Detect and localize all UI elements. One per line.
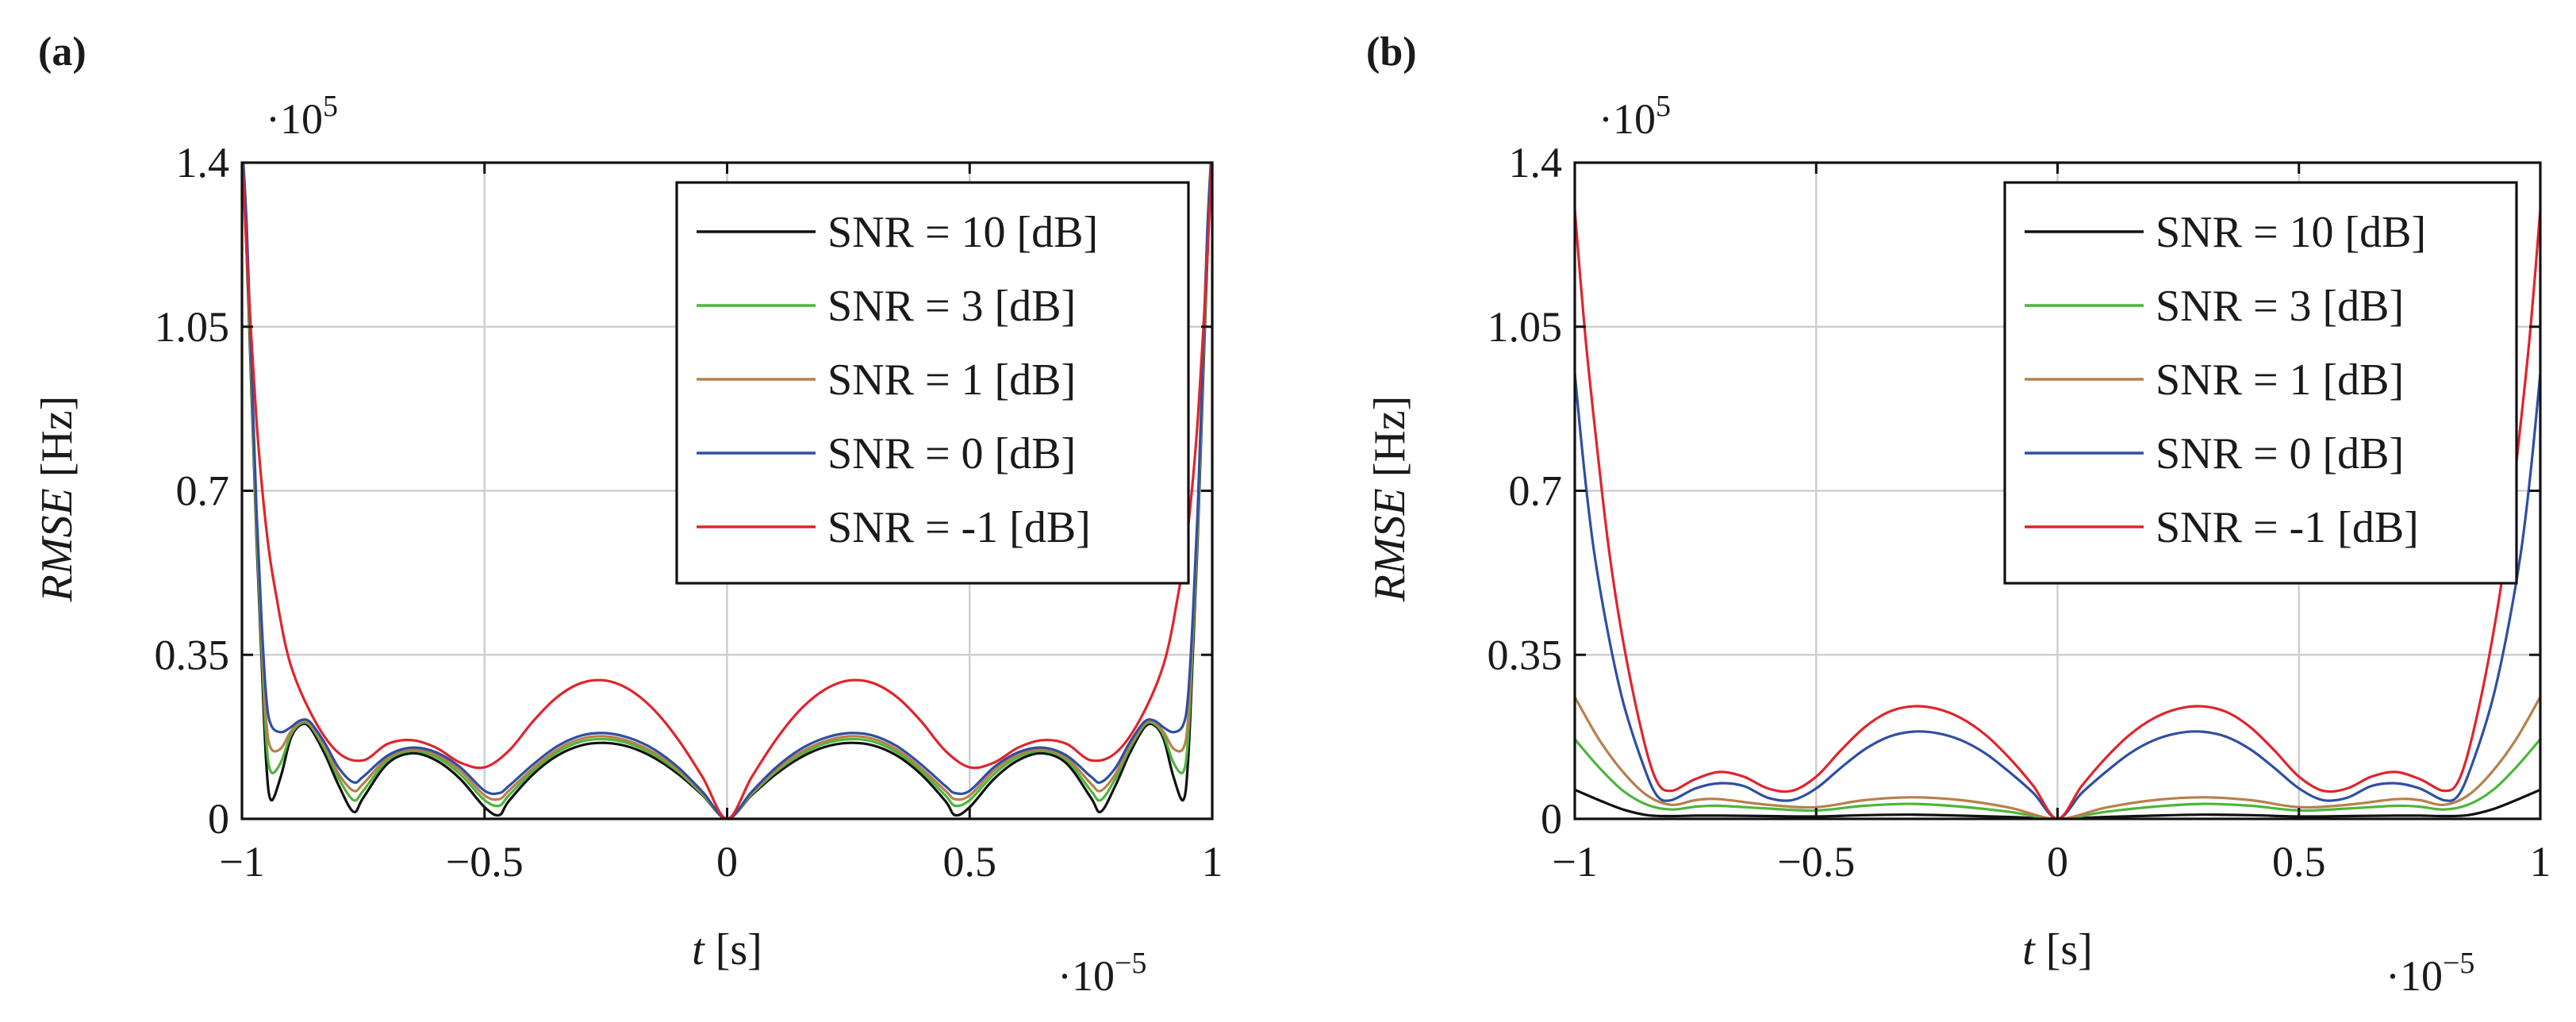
legend-entry: SNR = 1 [dB]	[2156, 355, 2404, 405]
x-tick-label: 0.5	[2272, 838, 2326, 886]
y-axis-label: RMSE [Hz]	[1365, 396, 1415, 603]
x-tick-label: −0.5	[446, 838, 524, 886]
series-line-snr1	[1575, 696, 2540, 819]
y-axis-label: RMSE [Hz]	[33, 396, 82, 603]
chart-panel-b: (b) −1 −0.5 0 0.5 1 0 0.35 0.7 1.05 1.4 ·105 ·10−5 t …	[1365, 29, 2551, 1000]
y-scale-multiplier: ·105	[266, 90, 338, 143]
legend-entry: SNR = 3 [dB]	[827, 282, 1076, 331]
x-tick-label: −0.5	[1777, 838, 1855, 886]
series-line-snr1	[242, 163, 1212, 819]
y-tick-label: 0	[1541, 795, 1562, 843]
y-tick-label: 1.05	[1488, 303, 1563, 351]
y-tick-label: 0	[208, 795, 229, 843]
series-line-snr0	[1575, 373, 2540, 819]
x-tick-label: −1	[219, 838, 264, 886]
series-line-snr0	[242, 163, 1212, 819]
x-tick-label: −1	[1552, 838, 1597, 886]
legend-entry: SNR = -1 [dB]	[2156, 503, 2419, 552]
y-tick-label: 0.7	[176, 467, 230, 515]
panel-label: (b)	[1366, 29, 1417, 75]
chart-panel-a: (a) −1 −0.5 0 0.5 1 0 0.35 0.7 1.05 1.4 ·105 ·10−5 t …	[33, 29, 1223, 1000]
legend: SNR = 10 [dB] SNR = 3 [dB] SNR = 1 [dB] SNR…	[675, 181, 1190, 585]
legend-box	[675, 181, 1190, 585]
legend-entry: SNR = -1 [dB]	[827, 503, 1091, 552]
x-tick-label: 0	[716, 838, 738, 886]
legend-entry: SNR = 10 [dB]	[2156, 208, 2426, 257]
legend: SNR = 10 [dB] SNR = 3 [dB] SNR = 1 [dB] SNR…	[2003, 181, 2518, 585]
series-group	[1575, 209, 2540, 819]
x-axis-label: t [s]	[2022, 925, 2093, 974]
series-group	[242, 163, 1212, 819]
y-tick-label: 1.4	[176, 139, 230, 186]
x-axis-label: t [s]	[692, 925, 762, 974]
y-tick-label: 0.7	[1509, 467, 1563, 515]
series-line-snr10	[1575, 788, 2540, 819]
x-scale-multiplier: ·10−5	[1058, 947, 1146, 1000]
y-tick-label: 1.4	[1509, 139, 1563, 186]
x-tick-label: 0	[2047, 838, 2068, 886]
series-line-snrm1	[242, 163, 1212, 819]
legend-entry: SNR = 1 [dB]	[827, 355, 1076, 405]
legend-box	[2003, 181, 2518, 585]
x-scale-multiplier: ·10−5	[2386, 947, 2474, 1000]
x-tick-label: 0.5	[943, 838, 997, 886]
y-tick-label: 0.35	[1488, 631, 1563, 678]
x-tick-label: 1	[1202, 838, 1223, 886]
y-scale-multiplier: ·105	[1599, 90, 1671, 143]
y-tick-label: 0.35	[155, 631, 230, 678]
series-line-snr10	[242, 163, 1212, 819]
panel-label: (a)	[38, 29, 86, 75]
legend-entry: SNR = 3 [dB]	[2156, 282, 2404, 331]
series-line-snrm1	[1575, 209, 2540, 819]
x-tick-label: 1	[2530, 838, 2551, 886]
legend-entry: SNR = 0 [dB]	[827, 429, 1076, 478]
y-tick-label: 1.05	[155, 303, 230, 351]
legend-entry: SNR = 10 [dB]	[827, 208, 1098, 257]
legend-entry: SNR = 0 [dB]	[2156, 429, 2404, 478]
series-line-snr3	[1575, 738, 2540, 819]
